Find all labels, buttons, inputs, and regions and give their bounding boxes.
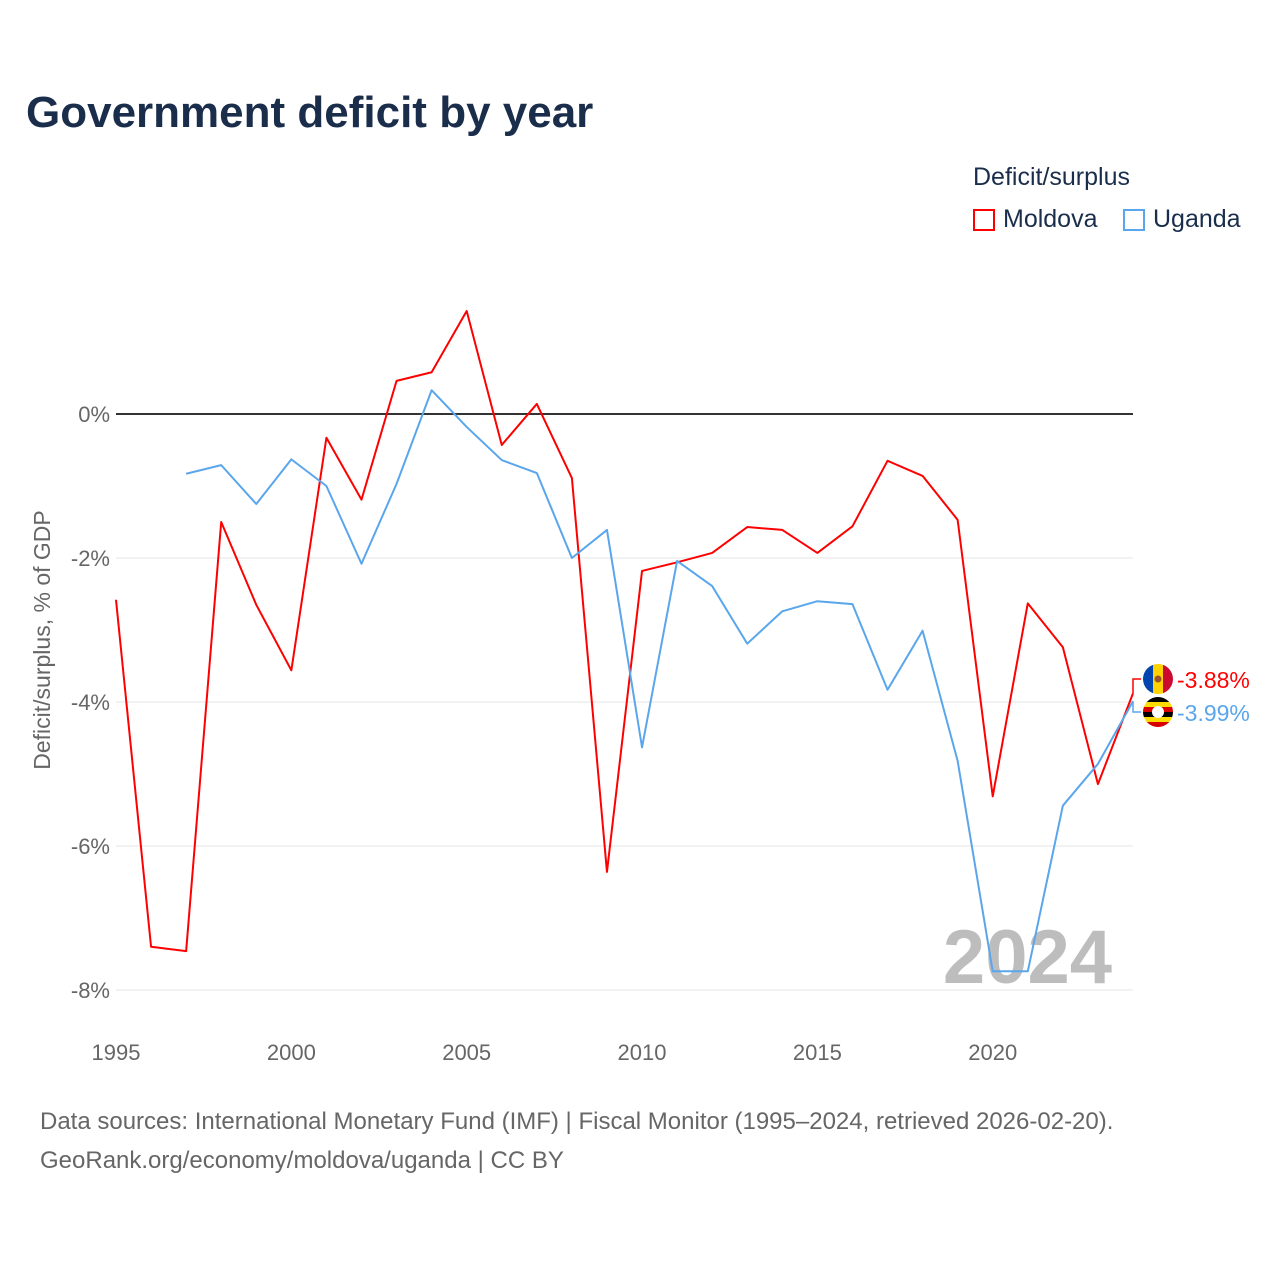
x-tick-label: 2020 xyxy=(968,1040,1017,1065)
y-axis-label: Deficit/surplus, % of GDP xyxy=(29,510,55,769)
y-tick-label: -6% xyxy=(71,834,110,859)
chart-title: Government deficit by year xyxy=(26,88,594,137)
year-watermark: 2024 xyxy=(943,915,1112,1000)
moldova-flag-icon xyxy=(1143,664,1173,694)
y-tick-label: -4% xyxy=(71,690,110,715)
legend-item-uganda[interactable]: Uganda xyxy=(1123,205,1241,234)
x-tick-label: 2015 xyxy=(793,1040,842,1065)
legend-swatch-uganda xyxy=(1123,208,1145,231)
end-value-label-uganda: -3.99% xyxy=(1177,700,1250,726)
legend-item-moldova[interactable]: Moldova xyxy=(973,205,1098,234)
y-tick-label: -8% xyxy=(71,978,110,1003)
series-line-moldova xyxy=(115,310,1134,953)
footer-credit: GeoRank.org/economy/moldova/uganda | CC … xyxy=(40,1147,564,1174)
x-tick-label: 1995 xyxy=(92,1040,141,1065)
x-tick-label: 2010 xyxy=(618,1040,667,1065)
end-connector xyxy=(1132,678,1141,694)
x-tick-label: 2005 xyxy=(442,1040,491,1065)
x-tick-label: 2000 xyxy=(267,1040,316,1065)
end-connector xyxy=(1132,701,1141,713)
legend-label-moldova: Moldova xyxy=(1003,205,1098,233)
legend-label-uganda: Uganda xyxy=(1153,205,1241,233)
uganda-flag-icon xyxy=(1143,697,1173,727)
legend-swatch-moldova xyxy=(973,208,995,231)
y-tick-label: 0% xyxy=(78,402,110,427)
footer-sources: Data sources: International Monetary Fun… xyxy=(40,1108,1114,1135)
legend-title: Deficit/surplus xyxy=(973,163,1130,191)
y-tick-label: -2% xyxy=(71,546,110,571)
end-value-label-moldova: -3.88% xyxy=(1177,667,1250,693)
series-line-uganda xyxy=(185,389,1134,973)
